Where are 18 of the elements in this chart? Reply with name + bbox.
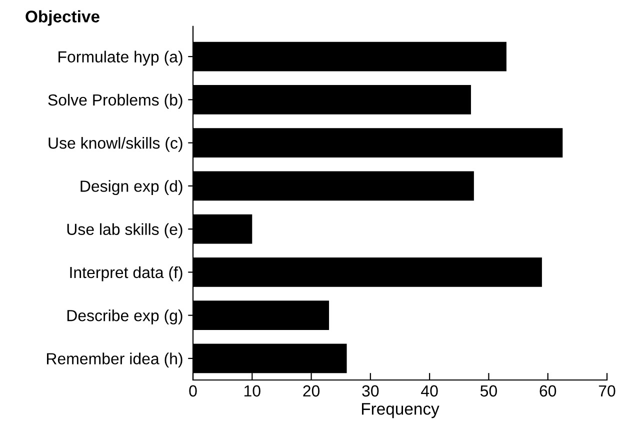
x-tick-label: 40: [421, 385, 438, 397]
x-tick-label: 30: [362, 385, 379, 397]
y-tick-label: Formulate hyp (a): [58, 50, 182, 66]
chart-title: Objective: [26, 10, 100, 26]
x-tick-label: 60: [540, 385, 556, 397]
x-tick-label: 20: [303, 385, 320, 397]
y-tick-label: Remember idea (h): [47, 352, 182, 368]
x-axis-title: Frequency: [362, 403, 440, 418]
y-tick-label: Design exp (d): [80, 180, 182, 196]
y-tick-label: Describe exp (g): [67, 310, 182, 324]
y-tick-label: Use knowl/skills (c): [48, 137, 182, 152]
y-tick-label: Use lab skills (e): [67, 223, 182, 238]
y-tick-label: Solve Problems (b): [48, 94, 182, 109]
x-tick-label: 0: [189, 385, 197, 397]
x-tick-label: 50: [480, 385, 497, 397]
y-tick-label: Interpret data (f): [70, 266, 182, 282]
x-tick-label: 10: [244, 385, 260, 397]
x-tick-label: 70: [598, 385, 616, 397]
